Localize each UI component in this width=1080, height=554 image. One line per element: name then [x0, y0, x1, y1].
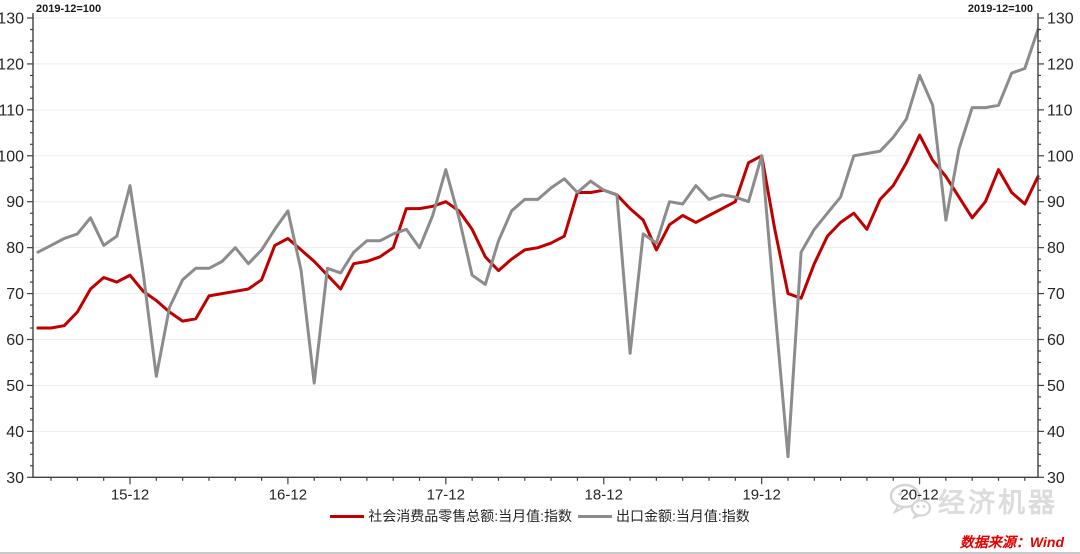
- svg-text:40: 40: [6, 424, 24, 441]
- legend-item-retail: 社会消费品零售总额:当月值:指数: [330, 506, 572, 526]
- x-tick-labels: 15-12 16-12 17-12 18-12 19-12 20-12: [111, 486, 939, 503]
- svg-text:40: 40: [1047, 424, 1065, 441]
- series-retail-line: [36, 133, 1040, 330]
- svg-text:90: 90: [6, 194, 24, 211]
- svg-text:100: 100: [1047, 148, 1074, 165]
- chart-legend: 社会消费品零售总额:当月值:指数 出口金额:当月值:指数: [0, 506, 1080, 526]
- svg-text:70: 70: [1047, 286, 1065, 303]
- svg-text:60: 60: [6, 332, 24, 349]
- svg-text:80: 80: [1047, 240, 1065, 257]
- svg-text:30: 30: [6, 470, 24, 487]
- svg-text:110: 110: [0, 102, 24, 119]
- svg-text:19-12: 19-12: [742, 486, 780, 503]
- x-axis-ticks: [50, 477, 1026, 485]
- watermark-text: 经济机器: [938, 488, 1058, 518]
- svg-text:120: 120: [1047, 56, 1074, 73]
- data-source-text: 数据来源：Wind: [959, 534, 1064, 550]
- svg-text:18-12: 18-12: [585, 486, 623, 503]
- svg-text:90: 90: [1047, 194, 1065, 211]
- svg-text:50: 50: [1047, 378, 1065, 395]
- svg-text:50: 50: [6, 378, 24, 395]
- legend-label-retail: 社会消费品零售总额:当月值:指数: [368, 508, 572, 524]
- legend-label-export: 出口金额:当月值:指数: [616, 508, 750, 524]
- svg-text:100: 100: [0, 148, 24, 165]
- svg-text:17-12: 17-12: [427, 486, 465, 503]
- svg-text:16-12: 16-12: [269, 486, 307, 503]
- svg-text:130: 130: [0, 11, 24, 28]
- export-line-swatch: [578, 514, 612, 518]
- svg-text:120: 120: [0, 56, 24, 73]
- series-export-line: [36, 28, 1040, 459]
- svg-text:30: 30: [1047, 470, 1065, 487]
- axes: [32, 13, 1039, 478]
- svg-text:70: 70: [6, 286, 24, 303]
- svg-text:20-12: 20-12: [900, 486, 938, 503]
- svg-text:130: 130: [1047, 11, 1074, 28]
- svg-text:110: 110: [1047, 102, 1073, 119]
- legend-item-export: 出口金额:当月值:指数: [578, 506, 750, 526]
- index-base-note-right: 2019-12=100: [967, 3, 1033, 15]
- svg-text:80: 80: [6, 240, 24, 257]
- watermark: 经济机器: [888, 481, 1058, 520]
- wechat-logo-icon: [889, 483, 932, 519]
- bottom-edge-divider: [0, 552, 1080, 554]
- retail-line-swatch: [330, 514, 365, 518]
- svg-text:60: 60: [1047, 332, 1065, 349]
- y-tick-labels: 30 30 40 40 50 50 60 60 70 70 80 80 90 90 100 100 110 110…: [0, 11, 1074, 487]
- svg-text:15-12: 15-12: [111, 486, 149, 503]
- y-axis-ticks: [27, 17, 1044, 478]
- index-base-note-left: 2019-12=100: [36, 3, 102, 15]
